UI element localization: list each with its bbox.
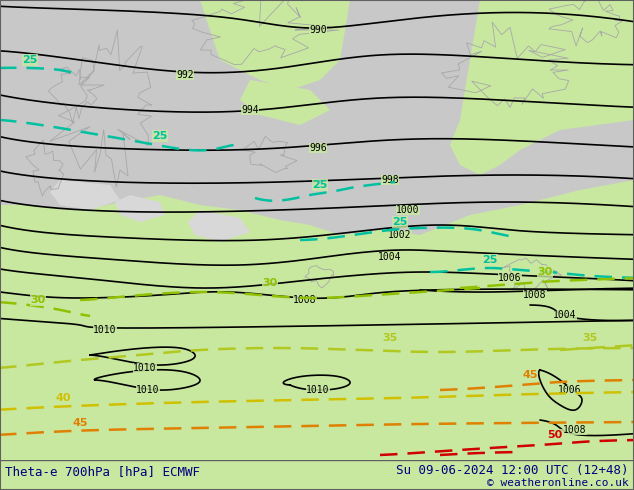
Text: 1010: 1010 <box>93 325 117 335</box>
Text: 45: 45 <box>72 418 87 428</box>
Text: 1010: 1010 <box>136 385 160 395</box>
Text: 1006: 1006 <box>559 385 582 395</box>
Text: 1002: 1002 <box>388 230 411 240</box>
Text: 25: 25 <box>313 180 328 190</box>
Text: 45: 45 <box>522 370 538 380</box>
Text: 25: 25 <box>482 255 498 265</box>
Text: 994: 994 <box>241 105 259 115</box>
Polygon shape <box>0 0 634 235</box>
Text: Su 09-06-2024 12:00 UTC (12+48): Su 09-06-2024 12:00 UTC (12+48) <box>396 464 629 476</box>
Polygon shape <box>450 0 634 175</box>
Text: 40: 40 <box>55 393 71 403</box>
Polygon shape <box>115 195 165 222</box>
Text: 30: 30 <box>538 267 553 277</box>
Text: 30: 30 <box>30 295 46 305</box>
Polygon shape <box>200 0 350 90</box>
Text: 1010: 1010 <box>306 385 330 395</box>
Text: 1008: 1008 <box>523 290 547 300</box>
Text: 990: 990 <box>309 25 327 35</box>
Text: Theta-e 700hPa [hPa] ECMWF: Theta-e 700hPa [hPa] ECMWF <box>5 466 200 479</box>
Text: 25: 25 <box>152 131 167 141</box>
Text: 30: 30 <box>262 278 278 288</box>
Polygon shape <box>188 210 250 242</box>
Text: 25: 25 <box>392 217 408 227</box>
Text: 1000: 1000 <box>396 205 420 215</box>
Text: 1010: 1010 <box>133 363 157 373</box>
Text: © weatheronline.co.uk: © weatheronline.co.uk <box>488 478 629 488</box>
Text: 996: 996 <box>309 143 327 153</box>
Text: 25: 25 <box>22 55 37 65</box>
Text: 1004: 1004 <box>553 310 577 320</box>
Text: 1006: 1006 <box>498 273 522 283</box>
Text: 50: 50 <box>547 430 562 440</box>
Polygon shape <box>240 80 330 125</box>
Text: 1008: 1008 <box>294 295 317 305</box>
Text: 998: 998 <box>381 175 399 185</box>
Text: 1004: 1004 <box>378 252 402 262</box>
Text: 1008: 1008 <box>563 425 586 435</box>
Text: 35: 35 <box>382 333 398 343</box>
Text: 35: 35 <box>583 333 598 343</box>
Polygon shape <box>50 180 120 210</box>
Text: 992: 992 <box>176 70 194 80</box>
